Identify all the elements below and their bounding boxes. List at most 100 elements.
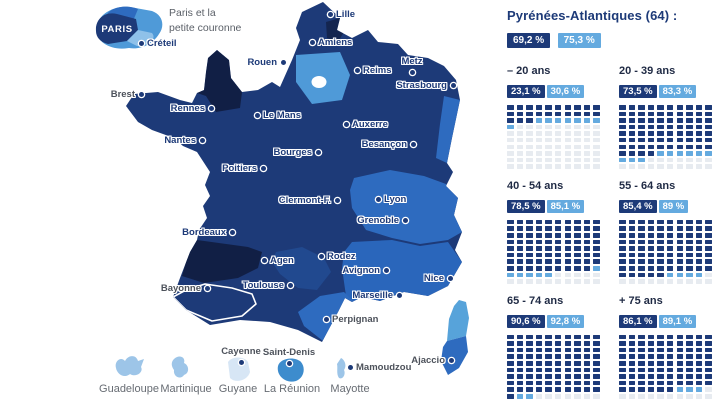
city-marker-grenoble[interactable]: [402, 217, 408, 223]
city-marker-strasbourg[interactable]: [450, 82, 456, 88]
waffle-cell: [619, 226, 626, 231]
city-marker-cayenne[interactable]: [238, 359, 244, 365]
waffle-cell: [574, 279, 581, 284]
city-marker-marseille[interactable]: [396, 292, 402, 298]
city-marker-agen[interactable]: [261, 257, 267, 263]
city-marker-le-mans[interactable]: [254, 112, 260, 118]
city-marker-creteil[interactable]: [138, 40, 144, 46]
city-marker-brest[interactable]: [138, 91, 144, 97]
region-pyrenees-atlantiques[interactable]: [172, 283, 257, 322]
waffle-cell: [564, 252, 572, 258]
waffle-cell: [628, 151, 636, 156]
waffle-cell: [535, 144, 543, 150]
city-marker-lille[interactable]: [327, 11, 333, 17]
region-manche-dark[interactable]: [197, 50, 242, 112]
city-marker-clermont-f[interactable]: [334, 197, 340, 203]
waffle-cell: [564, 374, 572, 379]
city-marker-avignon[interactable]: [383, 267, 389, 273]
waffle-cell: [593, 131, 600, 136]
stat-secondary-badge: 89 %: [658, 199, 689, 213]
waffle-cell: [593, 226, 600, 231]
territory-guyane[interactable]: [228, 357, 250, 381]
waffle-cell: [516, 151, 524, 156]
stat-secondary-badge: 30,6 %: [546, 85, 585, 98]
city-marker-perpignan[interactable]: [323, 316, 329, 322]
waffle-cell: [516, 144, 524, 150]
waffle-cell: [619, 266, 626, 271]
territory-la-reunion[interactable]: [277, 358, 304, 382]
waffle-cell: [583, 347, 591, 353]
city-marker-rouen[interactable]: [280, 59, 286, 65]
city-marker-reims[interactable]: [354, 67, 360, 73]
waffle-cell: [705, 157, 712, 163]
city-marker-besancon[interactable]: [410, 141, 416, 147]
waffle-cell: [574, 272, 581, 278]
waffle-cell: [507, 279, 514, 284]
waffle-cell: [545, 157, 552, 163]
waffle-cell: [628, 131, 636, 136]
city-marker-lyon[interactable]: [375, 196, 381, 202]
territory-mayotte[interactable]: [337, 358, 346, 379]
waffle-cell: [628, 266, 636, 271]
waffle-cell: [535, 259, 543, 264]
waffle-cell: [705, 226, 712, 231]
waffle-cell: [657, 246, 664, 251]
waffle-cell: [647, 361, 655, 366]
inset-southeast-pale[interactable]: [127, 30, 154, 46]
waffle-cell: [554, 151, 562, 156]
region-rhone-alpes[interactable]: [350, 170, 462, 244]
waffle-cell: [574, 137, 581, 143]
waffle-cell: [619, 219, 626, 225]
waffle-cell: [666, 137, 674, 143]
city-marker-poitiers[interactable]: [260, 165, 266, 171]
region-haute-corse[interactable]: [447, 300, 469, 341]
region-provence[interactable]: [342, 240, 462, 302]
city-marker-saint-denis[interactable]: [286, 360, 292, 366]
waffle-cell: [535, 239, 543, 245]
waffle-cell: [638, 266, 645, 271]
city-marker-bordeaux[interactable]: [229, 229, 235, 235]
inset-paris-dark[interactable]: [95, 13, 138, 44]
waffle-cell: [507, 259, 514, 264]
city-marker-auxerre[interactable]: [343, 121, 349, 127]
city-marker-amiens[interactable]: [309, 39, 315, 45]
region-quercy[interactable]: [272, 247, 331, 290]
waffle-cell: [647, 131, 655, 136]
city-marker-bayonne[interactable]: [204, 285, 210, 291]
waffle-cell: [507, 341, 514, 346]
territory-guadeloupe[interactable]: [115, 356, 144, 377]
territory-martinique[interactable]: [171, 356, 189, 378]
waffle-cell: [526, 239, 533, 245]
city-marker-metz[interactable]: [409, 69, 415, 75]
city-marker-nantes[interactable]: [199, 137, 205, 143]
city-marker-nice[interactable]: [447, 275, 453, 281]
city-marker-rennes[interactable]: [208, 105, 214, 111]
waffle-cell: [638, 233, 645, 238]
region-corse-du-sud[interactable]: [441, 336, 468, 375]
city-marker-rodez[interactable]: [318, 253, 324, 259]
age-group-badges: 73,5 % 83,3 %: [619, 81, 723, 99]
waffle-cell: [647, 341, 655, 346]
waffle-cell: [564, 239, 572, 245]
waffle-cell: [686, 361, 693, 366]
waffle-cell: [526, 272, 533, 278]
region-landes-dark[interactable]: [182, 240, 262, 283]
waffle-cell: [583, 272, 591, 278]
waffle-cell: [666, 118, 674, 123]
waffle-cell: [507, 246, 514, 251]
waffle-cell: [705, 279, 712, 284]
waffle-cell: [657, 367, 664, 373]
waffle-cell: [619, 380, 626, 386]
waffle-cell: [647, 347, 655, 353]
waffle-cell: [647, 151, 655, 156]
waffle-cell: [695, 164, 703, 169]
waffle-cell: [574, 111, 581, 117]
city-marker-toulouse[interactable]: [287, 282, 293, 288]
city-marker-bourges[interactable]: [315, 149, 321, 155]
city-marker-mamoudzou[interactable]: [347, 364, 353, 370]
waffle-cell: [647, 144, 655, 150]
city-marker-ajaccio[interactable]: [448, 357, 454, 363]
waffle-cell: [676, 367, 684, 373]
region-alsace[interactable]: [436, 96, 460, 163]
waffle-cell: [507, 233, 514, 238]
